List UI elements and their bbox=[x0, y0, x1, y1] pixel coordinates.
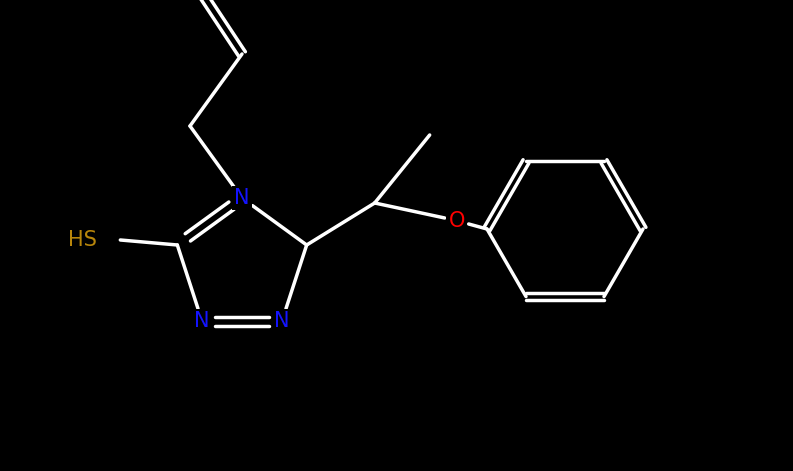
Text: N: N bbox=[234, 188, 250, 208]
Text: N: N bbox=[194, 311, 210, 331]
Text: HS: HS bbox=[68, 230, 98, 250]
Text: N: N bbox=[274, 311, 289, 331]
Text: O: O bbox=[449, 211, 465, 231]
